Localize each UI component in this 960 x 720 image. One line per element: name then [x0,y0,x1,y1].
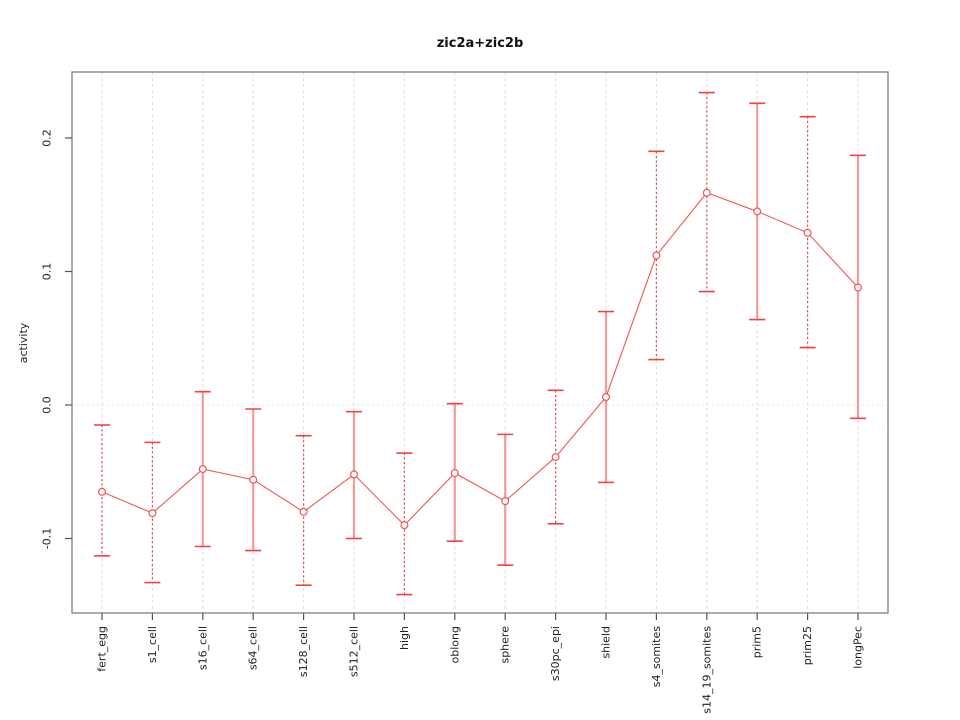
data-point-marker [450,469,459,478]
data-point-marker [652,251,661,260]
data-point-marker [249,475,258,484]
x-tick-label: longPec [852,626,865,669]
plot-panel-border [71,71,889,614]
x-tick-label: sphere [499,626,512,664]
x-tick-label: s16_cell [196,626,209,670]
y-tick-label: -0.1 [41,528,54,549]
data-point-marker [148,509,157,518]
y-tick-label: 0.2 [41,129,54,147]
data-point-marker [601,392,610,401]
y-tick-label: 0.1 [41,263,54,281]
x-tick-label: s1_cell [146,626,159,663]
x-tick-label: shield [600,626,613,659]
x-tick-label: s14_19_somites [700,626,713,714]
data-point-marker [803,228,812,237]
x-tick-label: s128_cell [297,626,310,677]
data-point-marker [853,283,862,292]
x-tick-label: prim5 [751,626,764,658]
series-line [101,192,859,526]
x-tick-label: oblong [448,626,461,663]
data-point-marker [299,507,308,516]
x-tick-label: prim25 [801,626,814,665]
data-point-marker [400,521,409,530]
data-point-marker [753,207,762,216]
data-point-marker [501,497,510,506]
chart-title: zic2a+zic2b [436,36,524,51]
y-tick-label: 0.0 [41,396,54,414]
data-point-marker [702,188,711,197]
data-point-marker [350,470,359,479]
y-axis-title: activity [17,322,30,364]
data-point-marker [198,465,207,474]
x-tick-label: s512_cell [348,626,361,677]
x-tick-label: fert_egg [96,626,109,672]
data-point-marker [551,453,560,462]
x-tick-label: s4_somites [650,626,663,688]
data-point-marker [97,487,106,496]
x-tick-label: s64_cell [247,626,260,670]
x-tick-label: high [398,626,411,650]
x-tick-label: s30pc_epi [549,626,562,681]
